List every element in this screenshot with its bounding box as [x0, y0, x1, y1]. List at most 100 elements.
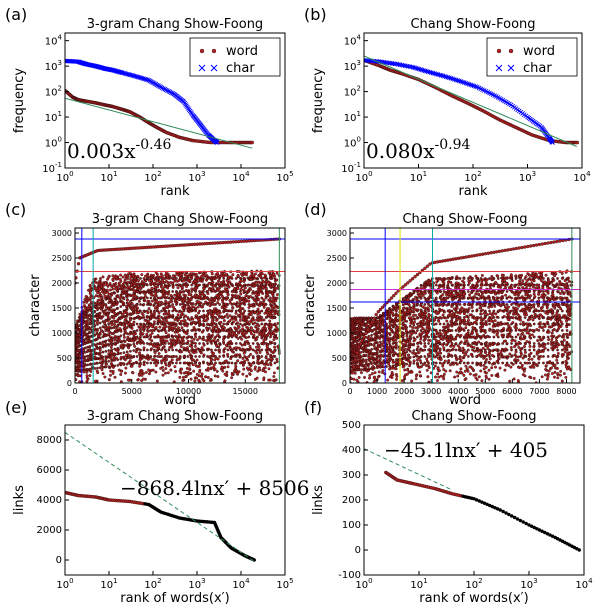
data-point — [253, 272, 257, 276]
data-point — [242, 332, 246, 336]
data-point — [245, 366, 249, 370]
data-point — [181, 375, 185, 379]
data-point — [124, 353, 128, 357]
data-point — [83, 324, 87, 328]
data-point — [273, 277, 277, 280]
data-point — [234, 296, 238, 300]
data-point — [93, 333, 97, 337]
data-point — [239, 329, 242, 332]
data-point — [236, 274, 240, 278]
data-point — [251, 283, 255, 287]
data-point — [163, 322, 167, 326]
data-point — [264, 348, 268, 352]
data-point — [137, 279, 140, 283]
data-point — [224, 305, 228, 309]
data-point — [160, 322, 163, 326]
data-point — [239, 272, 243, 276]
data-point — [260, 290, 264, 293]
data-point — [207, 287, 211, 291]
data-point — [146, 296, 149, 300]
data-point — [86, 368, 89, 371]
data-point — [260, 316, 264, 319]
data-point — [98, 326, 102, 330]
data-point — [129, 343, 132, 347]
data-point — [200, 279, 204, 283]
data-point — [236, 294, 240, 298]
data-point — [149, 342, 153, 345]
data-point — [261, 280, 265, 284]
data-point — [135, 296, 139, 300]
data-point — [88, 313, 92, 317]
data-point — [113, 347, 117, 351]
data-point — [129, 356, 132, 359]
data-point — [88, 335, 92, 339]
data-point — [156, 322, 160, 326]
y-tick-label: 102 — [45, 85, 62, 99]
data-point — [152, 313, 156, 317]
data-point — [121, 70, 126, 76]
data-point — [242, 367, 246, 371]
data-point — [273, 345, 277, 349]
data-point — [107, 295, 111, 299]
data-point — [121, 275, 125, 279]
data-point — [199, 305, 203, 309]
data-point — [186, 277, 190, 280]
data-point — [163, 329, 167, 332]
y-tick-label: 100 — [45, 136, 62, 150]
data-point — [194, 309, 197, 313]
data-point — [113, 325, 117, 329]
data-point — [194, 274, 198, 278]
data-point — [149, 296, 153, 300]
plot-area — [364, 55, 580, 147]
data-point — [230, 309, 234, 313]
data-point — [161, 337, 165, 341]
x-tick-label: 104 — [573, 170, 591, 184]
data-point — [523, 345, 526, 348]
data-point — [160, 283, 163, 287]
x-tick-label: 101 — [100, 170, 117, 184]
data-point — [139, 296, 142, 300]
data-point — [164, 371, 167, 375]
data-point — [210, 272, 214, 276]
data-point — [214, 277, 217, 280]
data-point — [156, 355, 160, 358]
data-point — [234, 303, 238, 306]
data-point — [253, 238, 257, 243]
data-point — [169, 281, 173, 284]
y-axis-label: frequency — [12, 68, 27, 134]
data-point — [124, 317, 128, 321]
data-point — [242, 279, 246, 283]
data-point — [276, 321, 280, 325]
data-point — [119, 311, 123, 314]
data-point — [175, 290, 178, 293]
data-point — [260, 309, 264, 313]
data-point — [161, 369, 165, 372]
data-point — [132, 333, 136, 337]
data-point — [126, 72, 132, 77]
data-point — [211, 312, 215, 316]
data-point — [226, 283, 230, 287]
data-point — [176, 357, 180, 361]
data-point — [230, 335, 234, 339]
data-point — [222, 319, 226, 323]
data-point — [267, 358, 270, 362]
data-point — [198, 348, 201, 352]
data-point — [167, 309, 171, 313]
data-point — [194, 329, 197, 332]
data-point — [101, 355, 105, 359]
data-point — [194, 290, 197, 293]
data-point — [230, 316, 234, 319]
data-point — [103, 375, 107, 379]
data-point — [95, 289, 98, 293]
data-point — [163, 342, 167, 345]
data-point — [200, 292, 204, 296]
data-point — [271, 306, 275, 310]
data-point — [214, 322, 217, 326]
data-point — [104, 323, 108, 327]
data-point — [269, 335, 272, 339]
data-point — [263, 366, 267, 370]
data-point — [112, 283, 115, 287]
data-point — [264, 280, 268, 284]
data-point — [243, 296, 246, 300]
data-point — [94, 286, 98, 290]
